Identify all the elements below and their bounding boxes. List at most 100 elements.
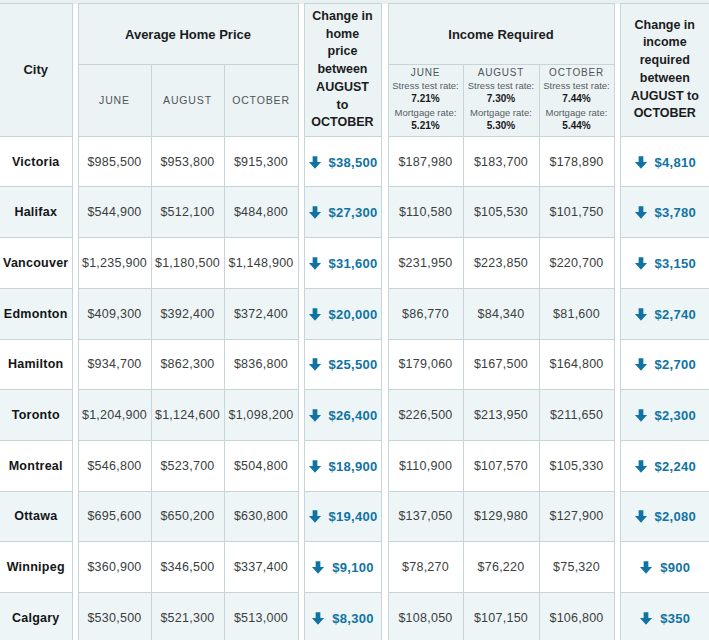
city-cell: Calgary [0, 592, 72, 640]
income-change-cell: $3,780 [620, 187, 709, 238]
city-cell: Winnipeg [0, 542, 72, 593]
change-value: $900 [660, 560, 690, 575]
month-label: AUGUST [466, 67, 537, 78]
income-change-cell: $2,700 [620, 339, 709, 390]
price-august-cell: $1,180,500 [151, 238, 224, 289]
income-october-header: OCTOBER Stress test rate: 7.44% Mortgage… [539, 65, 614, 137]
income-august-cell: $167,500 [463, 339, 539, 390]
change-value: $27,300 [329, 205, 378, 220]
income-august-cell: $183,700 [463, 136, 539, 187]
month-label: OCTOBER [542, 67, 612, 78]
price-october-cell: $504,800 [224, 440, 298, 491]
table-row: Hamilton$934,700$862,300$836,800$25,500$… [0, 339, 709, 390]
price-august-cell: $862,300 [151, 339, 224, 390]
income-june-cell: $231,950 [388, 238, 463, 289]
income-june-cell: $110,580 [388, 187, 463, 238]
city-cell: Halifax [0, 187, 72, 238]
column-gap [381, 390, 388, 441]
down-arrow-icon [634, 357, 648, 372]
income-october-cell: $75,320 [539, 542, 614, 593]
income-august-cell: $129,980 [463, 491, 539, 542]
column-gap [381, 592, 388, 640]
down-arrow-icon [311, 611, 325, 626]
price-change-cell: $31,600 [304, 238, 381, 289]
price-october-cell: $337,400 [224, 542, 298, 593]
price-june-cell: $695,600 [78, 491, 151, 542]
change-value: $9,100 [332, 560, 373, 575]
mortgage-rate-value: 5.44% [542, 119, 612, 132]
income-june-cell: $187,980 [388, 136, 463, 187]
income-june-cell: $110,900 [388, 440, 463, 491]
price-august-cell: $346,500 [151, 542, 224, 593]
income-august-cell: $223,850 [463, 238, 539, 289]
down-arrow-icon [308, 307, 322, 322]
change-value: $19,400 [329, 509, 378, 524]
income-october-cell: $106,800 [539, 592, 614, 640]
mortgage-rate-label: Mortgage rate: [466, 107, 537, 119]
income-october-cell: $81,600 [539, 288, 614, 339]
income-group-header: Income Required [388, 4, 614, 65]
down-arrow-icon [308, 459, 322, 474]
mortgage-rate-value: 5.21% [391, 119, 461, 132]
income-october-cell: $101,750 [539, 187, 614, 238]
price-june-cell: $530,500 [78, 592, 151, 640]
price-june-cell: $1,235,900 [78, 238, 151, 289]
income-change-cell: $2,300 [620, 390, 709, 441]
price-october-cell: $1,148,900 [224, 238, 298, 289]
city-cell: Victoria [0, 136, 72, 187]
price-june-header: JUNE [78, 65, 151, 137]
price-august-cell: $512,100 [151, 187, 224, 238]
price-august-cell: $650,200 [151, 491, 224, 542]
change-value: $25,500 [329, 357, 378, 372]
income-august-cell: $107,150 [463, 592, 539, 640]
income-october-cell: $178,890 [539, 136, 614, 187]
income-june-cell: $137,050 [388, 491, 463, 542]
price-change-cell: $18,900 [304, 440, 381, 491]
table-row: Toronto$1,204,900$1,124,600$1,098,200$26… [0, 390, 709, 441]
income-august-cell: $76,220 [463, 542, 539, 593]
income-october-cell: $105,330 [539, 440, 614, 491]
column-gap [381, 440, 388, 491]
city-cell: Vancouver [0, 238, 72, 289]
change-value: $2,300 [655, 408, 696, 423]
home-price-income-table: City Average Home Price Change in home p… [0, 3, 709, 640]
column-gap [381, 136, 388, 187]
down-arrow-icon [634, 408, 648, 423]
table-row: Calgary$530,500$521,300$513,000$8,300$10… [0, 592, 709, 640]
income-august-header: AUGUST Stress test rate: 7.30% Mortgage … [463, 65, 539, 137]
income-june-cell: $86,770 [388, 288, 463, 339]
stress-test-rate-label: Stress test rate: [391, 80, 461, 92]
table-row: Montreal$546,800$523,700$504,800$18,900$… [0, 440, 709, 491]
city-cell: Toronto [0, 390, 72, 441]
price-october-cell: $372,400 [224, 288, 298, 339]
price-august-cell: $1,124,600 [151, 390, 224, 441]
table-header: City Average Home Price Change in home p… [0, 4, 709, 137]
price-june-cell: $546,800 [78, 440, 151, 491]
change-value: $350 [660, 611, 690, 626]
header-group-row: City Average Home Price Change in home p… [0, 4, 709, 65]
change-value: $3,150 [655, 256, 696, 271]
price-october-cell: $915,300 [224, 136, 298, 187]
income-august-cell: $107,570 [463, 440, 539, 491]
down-arrow-icon [639, 560, 653, 575]
price-change-cell: $19,400 [304, 491, 381, 542]
down-arrow-icon [634, 205, 648, 220]
city-cell: Edmonton [0, 288, 72, 339]
price-change-cell: $38,500 [304, 136, 381, 187]
column-gap [381, 339, 388, 390]
column-gap [381, 238, 388, 289]
down-arrow-icon [634, 509, 648, 524]
income-october-cell: $211,650 [539, 390, 614, 441]
column-gap [381, 187, 388, 238]
income-october-cell: $164,800 [539, 339, 614, 390]
income-august-cell: $84,340 [463, 288, 539, 339]
change-value: $8,300 [332, 611, 373, 626]
change-value: $38,500 [329, 155, 378, 170]
down-arrow-icon [308, 357, 322, 372]
city-cell: Hamilton [0, 339, 72, 390]
price-june-cell: $1,204,900 [78, 390, 151, 441]
change-value: $2,740 [655, 307, 696, 322]
income-june-header: JUNE Stress test rate: 7.21% Mortgage ra… [388, 65, 463, 137]
mortgage-rate-value: 5.30% [466, 119, 537, 132]
down-arrow-icon [639, 611, 653, 626]
